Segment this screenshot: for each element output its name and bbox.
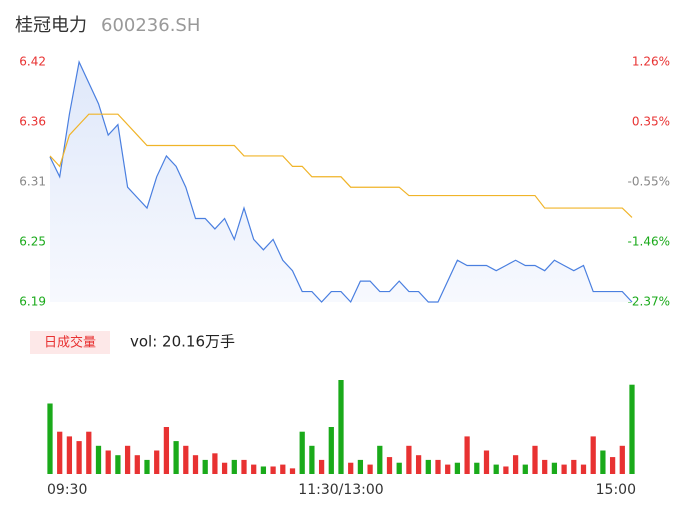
volume-bar	[95, 445, 102, 474]
volume-bar	[619, 445, 625, 474]
volume-bar	[47, 403, 53, 474]
volume-bar	[396, 462, 402, 474]
volume-bar	[503, 466, 509, 474]
volume-bar	[454, 462, 461, 474]
volume-bar	[415, 455, 422, 474]
volume-bar	[609, 457, 616, 474]
volume-bar	[231, 459, 237, 474]
y-tick-label: 6.25	[19, 235, 46, 249]
volume-bar	[435, 459, 441, 474]
volume-bar	[134, 455, 140, 474]
volume-bar	[464, 436, 470, 474]
volume-bar	[270, 466, 276, 474]
volume-bar	[532, 445, 538, 474]
x-tick-label: 09:30	[47, 482, 87, 498]
y2-tick-label: -1.46%	[628, 235, 670, 249]
volume-bar	[474, 462, 480, 474]
volume-bar	[251, 464, 257, 474]
y-tick-label: 6.42	[19, 55, 46, 69]
volume-bar	[173, 441, 179, 474]
volume-bar	[629, 384, 635, 474]
volume-bar	[445, 464, 451, 474]
volume-bar	[202, 459, 208, 474]
volume-bar	[522, 464, 528, 474]
volume-bar	[386, 457, 393, 474]
volume-bar	[425, 459, 431, 474]
volume-bar	[542, 459, 548, 474]
price-area	[50, 62, 632, 302]
volume-bar	[289, 468, 296, 474]
volume-tab[interactable]	[30, 331, 110, 354]
y-tick-label: 6.31	[19, 175, 46, 189]
volume-bar	[241, 459, 247, 474]
volume-bar	[124, 445, 131, 474]
volume-bar	[76, 441, 82, 474]
volume-bar	[86, 431, 92, 474]
volume-bar	[212, 453, 218, 474]
volume-bar	[571, 459, 577, 474]
volume-bar	[551, 462, 558, 474]
volume-bar	[561, 464, 567, 474]
volume-bar	[367, 464, 373, 474]
volume-bar	[348, 462, 354, 474]
volume-bar	[357, 459, 364, 474]
y-tick-label: 6.36	[19, 115, 46, 129]
volume-bar	[115, 455, 121, 474]
volume-bar	[66, 436, 73, 474]
volume-bar	[163, 427, 170, 474]
volume-bar	[183, 445, 189, 474]
volume-bar	[260, 466, 267, 474]
volume-bar	[154, 450, 160, 474]
volume-bar	[377, 445, 383, 474]
volume-bar	[512, 455, 519, 474]
volume-bar	[105, 450, 111, 474]
volume-bar	[483, 450, 490, 474]
average-line	[49, 113, 633, 218]
volume-bar	[318, 459, 325, 474]
volume-bar	[192, 455, 199, 474]
volume-bar	[600, 450, 606, 474]
y2-tick-label: 0.35%	[632, 115, 670, 129]
stock-code: 600236.SH	[101, 15, 200, 36]
x-tick-label: 11:30/13:00	[298, 482, 383, 498]
volume-bar	[309, 445, 315, 474]
volume-bar	[590, 436, 596, 474]
volume-bar	[299, 431, 305, 474]
y2-tick-label: 1.26%	[632, 55, 670, 69]
volume-bar	[280, 464, 286, 474]
volume-bar	[144, 459, 150, 474]
volume-bar	[221, 462, 228, 474]
volume-tab-label[interactable]: 日成交量	[44, 335, 96, 351]
x-tick-label: 15:00	[596, 482, 636, 498]
volume-bar	[493, 464, 499, 474]
volume-bar	[580, 464, 587, 474]
volume-bar	[57, 431, 63, 474]
y-tick-label: 6.19	[19, 295, 46, 309]
y2-tick-label: -2.37%	[628, 295, 670, 309]
y2-tick-label: -0.55%	[628, 175, 670, 189]
volume-bar	[328, 427, 334, 474]
stock-name: 桂冠电力	[15, 15, 87, 36]
price-line	[49, 60, 633, 304]
volume-bar	[406, 445, 412, 474]
volume-total: vol: 20.16万手	[130, 333, 235, 351]
volume-bar	[338, 380, 344, 474]
